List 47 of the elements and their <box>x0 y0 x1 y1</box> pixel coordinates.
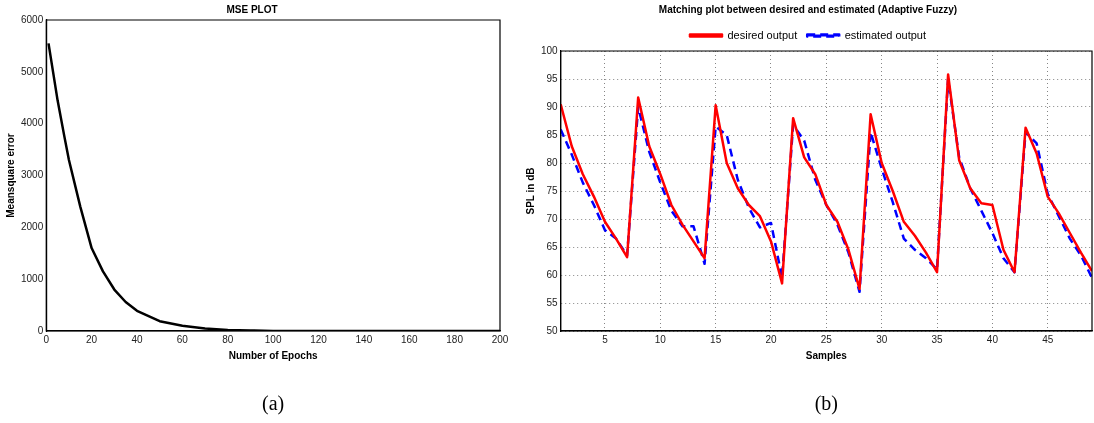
x-tick-label: 10 <box>654 333 667 345</box>
x-tick-label: 200 <box>491 333 509 345</box>
x-tick-label: 180 <box>446 333 464 345</box>
y-tick-label: 2000 <box>21 221 44 233</box>
x-tick-label: 140 <box>355 333 373 345</box>
y-tick-label: 4000 <box>21 117 44 129</box>
x-tick-label: 40 <box>131 333 143 345</box>
y-tick-label: 55 <box>546 296 559 308</box>
y-tick-label: 95 <box>546 72 559 84</box>
x-tick-label: 30 <box>876 333 888 345</box>
x-tick-label: 120 <box>310 333 328 345</box>
x-tick-label: 45 <box>1042 333 1054 345</box>
x-tick-label: 35 <box>931 333 944 345</box>
y-tick-label: 3000 <box>21 169 44 181</box>
x-axis-title: Number of Epochs <box>228 349 318 361</box>
y-tick-label: 60 <box>546 268 559 280</box>
x-tick-label: 5 <box>602 333 609 345</box>
y-tick-label: 80 <box>546 156 559 168</box>
chart-title: Matching plot between desired and estimated (Adaptive Fuzzy) <box>658 3 958 15</box>
y-tick-label: 85 <box>546 128 559 140</box>
y-tick-label: 70 <box>546 212 559 224</box>
chart-title: MSE PLOT <box>226 3 278 15</box>
y-tick-label: 75 <box>546 184 559 196</box>
y-tick-label: 0 <box>37 324 44 336</box>
x-tick-label: 60 <box>176 333 189 345</box>
x-axis-title: Samples <box>805 349 848 361</box>
y-tick-label: 100 <box>541 44 559 56</box>
y-tick-label: 5000 <box>21 65 44 77</box>
x-tick-label: 40 <box>986 333 999 345</box>
y-axis-title: Meansquare error <box>4 133 16 218</box>
x-tick-label: 100 <box>264 333 282 345</box>
legend-label: desired output <box>727 28 798 41</box>
y-tick-label: 6000 <box>21 13 44 25</box>
y-tick-label: 90 <box>546 100 559 112</box>
y-tick-label: 1000 <box>21 272 44 284</box>
x-tick-label: 160 <box>400 333 419 345</box>
x-tick-label: 15 <box>710 333 722 345</box>
y-tick-label: 50 <box>546 324 559 336</box>
y-axis-title: SPL in dB <box>524 167 536 215</box>
text: (b) <box>814 392 839 416</box>
y-tick-label: 65 <box>546 240 559 252</box>
x-tick-label: 80 <box>222 333 234 345</box>
x-tick-label: 20 <box>765 333 777 345</box>
x-tick-label: 20 <box>86 333 98 345</box>
x-tick-label: 25 <box>820 333 833 345</box>
text: (a) <box>262 392 285 416</box>
legend-label: estimated output <box>844 28 927 41</box>
